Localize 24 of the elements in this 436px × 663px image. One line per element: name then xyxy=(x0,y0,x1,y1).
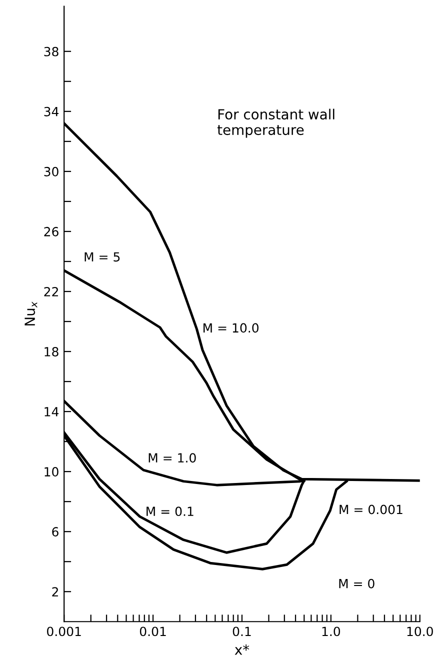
series-label: M = 10.0 xyxy=(204,323,259,333)
y-tick-label: 26 xyxy=(44,226,58,236)
y-tick-label: 14 xyxy=(44,407,59,416)
y-tick-label: 30 xyxy=(44,166,58,176)
y-axis-title: Nu$_{x}$ xyxy=(24,302,38,326)
y-tick-label: 38 xyxy=(44,46,58,56)
x-tick-label: 10.0 xyxy=(407,626,433,636)
x-axis-title: x* xyxy=(234,644,250,655)
series-label: M = 0.1 xyxy=(146,506,194,516)
series-label: M = 0.001 xyxy=(340,504,402,514)
x-tick-label: 0.01 xyxy=(140,626,166,636)
annotation: For constant wall temperature xyxy=(217,108,334,138)
series-label: M = 1.0 xyxy=(148,453,196,463)
x-tick-label: 0.001 xyxy=(47,626,81,636)
y-tick-label: 18 xyxy=(44,346,58,356)
annotation: M = 0 xyxy=(339,578,374,588)
y-tick-label: 2 xyxy=(52,587,58,596)
x-tick-label: 0.1 xyxy=(232,626,251,636)
x-tick-label: 1.0 xyxy=(322,626,340,636)
y-tick-label: 22 xyxy=(44,286,58,296)
y-tick-label: 6 xyxy=(52,527,58,537)
series-label: M = 5 xyxy=(84,252,120,262)
y-tick-label: 34 xyxy=(44,106,59,116)
y-tick-label: 10 xyxy=(44,467,58,476)
